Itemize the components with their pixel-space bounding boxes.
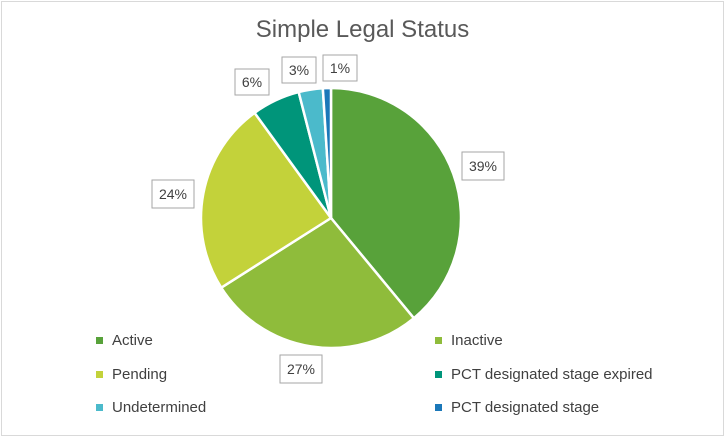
legend-item-pct-stage: PCT designated stage xyxy=(435,399,599,416)
data-label-active: 39% xyxy=(461,151,505,181)
data-label-pct-designated-stage: 1% xyxy=(322,54,358,82)
legend-label-active: Active xyxy=(112,332,153,349)
legend-item-undetermined: Undetermined xyxy=(96,399,206,416)
legend-swatch-pending xyxy=(96,371,103,378)
svg-text:6%: 6% xyxy=(242,74,262,90)
chart-title: Simple Legal Status xyxy=(255,16,470,43)
svg-text:1%: 1% xyxy=(330,60,350,76)
legend-swatch-pct-expired xyxy=(435,371,442,378)
svg-text:3%: 3% xyxy=(289,62,309,78)
legend-item-pct-expired: PCT designated stage expired xyxy=(435,366,653,383)
legend-swatch-inactive xyxy=(435,337,442,344)
legend-label-undetermined: Undetermined xyxy=(112,399,207,416)
svg-text:27%: 27% xyxy=(287,361,315,377)
legend-swatch-active xyxy=(96,337,103,344)
data-label-inactive: 27% xyxy=(279,354,323,384)
legend-label-pct-expired: PCT designated stage expired xyxy=(451,366,653,383)
data-label-pct-designated-stage-expired: 6% xyxy=(234,68,270,96)
svg-text:24%: 24% xyxy=(159,186,187,202)
legend-item-active: Active xyxy=(96,332,153,349)
data-label-pending: 24% xyxy=(151,179,195,209)
legend-label-inactive: Inactive xyxy=(451,332,503,349)
pie-slice-pending xyxy=(199,111,333,290)
legend-label-pct-stage: PCT designated stage xyxy=(451,399,600,416)
pie-slice-pct-designated-stage xyxy=(321,86,333,219)
data-label-undetermined: 3% xyxy=(281,56,317,84)
legend-label-pending: Pending xyxy=(112,366,168,383)
pie-slice-inactive xyxy=(219,216,416,350)
legend-item-inactive: Inactive xyxy=(435,332,503,349)
legend-item-pending: Pending xyxy=(96,366,167,383)
pie-slice-active xyxy=(329,86,463,320)
legend-swatch-undetermined xyxy=(96,404,103,411)
svg-text:39%: 39% xyxy=(469,158,497,174)
legend-swatch-pct-stage xyxy=(435,404,442,411)
